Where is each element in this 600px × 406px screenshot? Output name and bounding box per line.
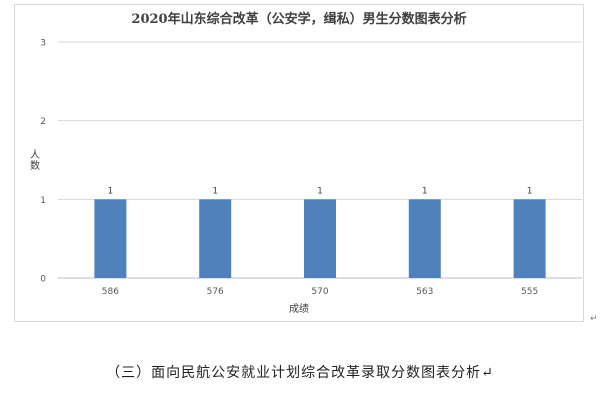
data-label: 1 <box>108 186 114 196</box>
x-tick-label: 576 <box>207 287 224 297</box>
y-tick-label: 0 <box>40 275 46 285</box>
data-label: 1 <box>422 186 428 196</box>
paragraph-mark: ↵ <box>590 314 598 324</box>
data-label: 1 <box>212 186 218 196</box>
data-label: 1 <box>317 186 323 196</box>
x-tick-label: 555 <box>521 287 538 297</box>
bar <box>94 199 127 278</box>
y-tick-label: 2 <box>40 117 46 127</box>
data-label: 1 <box>527 186 533 196</box>
bar <box>199 199 232 278</box>
y-tick-label: 3 <box>40 39 46 49</box>
x-tick-label: 570 <box>311 287 328 297</box>
x-tick-label: 586 <box>102 287 119 297</box>
section-caption: （三）面向民航公安就业计划综合改革录取分数图表分析↵ <box>106 365 494 381</box>
bar <box>408 199 441 278</box>
bar <box>304 199 336 278</box>
x-tick-label: 563 <box>416 287 433 297</box>
y-axis-label: 人数 <box>30 150 40 172</box>
chart-title: 2020年山东综合改革（公安学，缉私）男生分数图表分析 <box>131 12 467 27</box>
y-tick-label: 1 <box>40 196 46 206</box>
bar <box>513 199 546 278</box>
x-axis-label: 成绩 <box>289 304 309 315</box>
